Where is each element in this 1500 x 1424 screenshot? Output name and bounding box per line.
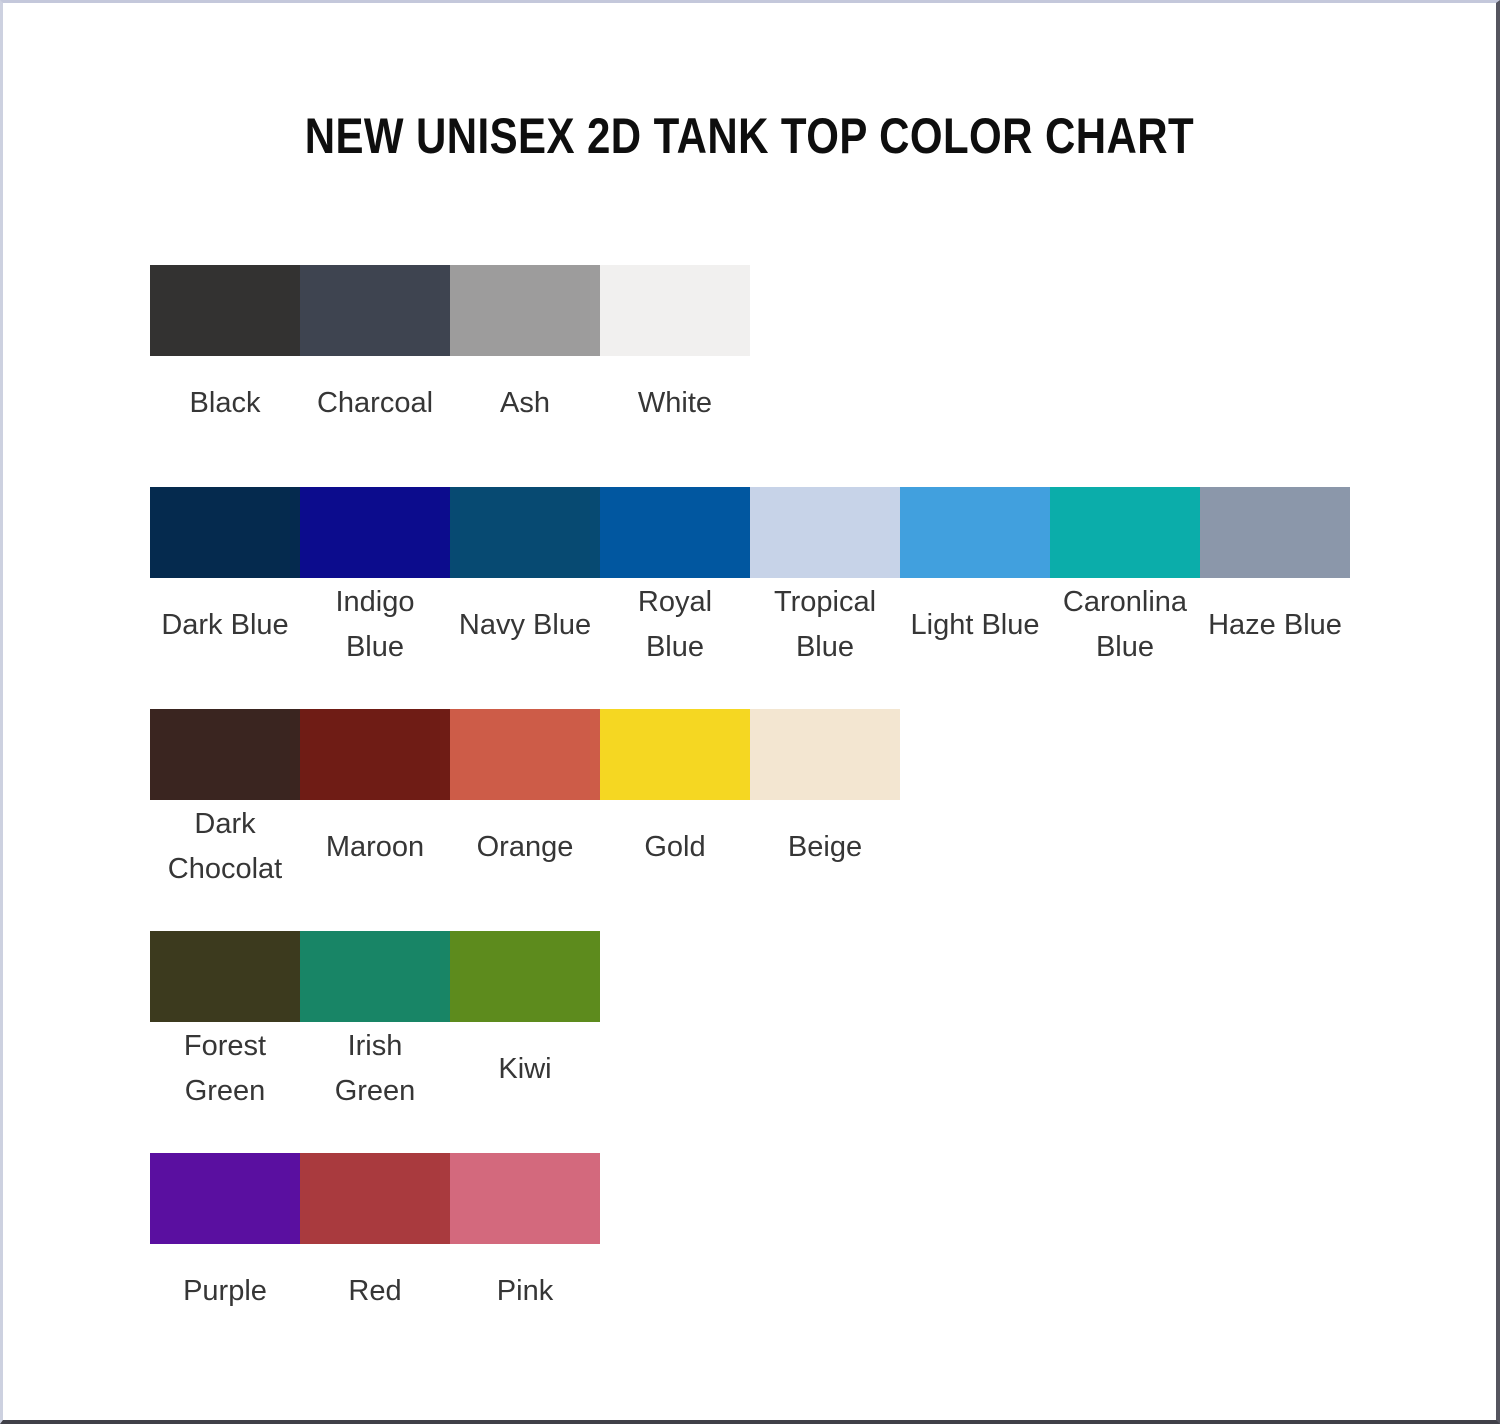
swatch-strip-greens <box>150 931 1496 1022</box>
color-label-navy-blue: Navy Blue <box>458 608 592 641</box>
color-label-dark-chocolat: Dark Chocolat <box>167 808 283 885</box>
color-label-red: Red <box>348 1274 402 1307</box>
color-swatch-royal-blue <box>600 487 750 578</box>
swatch-row-blues: Dark Blue Indigo Blue Navy Blue Royal Blue T… <box>150 487 1496 672</box>
color-label-charcoal: Charcoal <box>316 386 434 419</box>
color-label-haze-blue: Haze Blue <box>1208 608 1342 641</box>
color-label-dark-blue: Dark Blue <box>161 608 289 641</box>
color-label-black: Black <box>189 386 261 419</box>
color-swatch-gold <box>600 709 750 800</box>
color-swatch-maroon <box>300 709 450 800</box>
color-swatch-pink <box>450 1153 600 1244</box>
color-label-royal-blue: Royal Blue <box>637 586 713 663</box>
color-swatch-dark-blue <box>150 487 300 578</box>
swatch-row-neutrals: Black Charcoal Ash White <box>150 265 1496 450</box>
color-swatch-white <box>600 265 750 356</box>
color-label-pink: Pink <box>496 1274 554 1307</box>
color-swatch-orange <box>450 709 600 800</box>
color-swatch-dark-chocolat <box>150 709 300 800</box>
color-label-orange: Orange <box>476 830 574 863</box>
color-label-indigo-blue: Indigo Blue <box>335 586 415 663</box>
color-swatch-purple <box>150 1153 300 1244</box>
color-label-ash: Ash <box>500 386 550 419</box>
page-title: NEW UNISEX 2D TANK TOP COLOR CHART <box>3 3 1496 164</box>
color-label-gold: Gold <box>644 830 706 863</box>
swatch-strip-purple-red-pink <box>150 1153 1496 1244</box>
color-label-beige: Beige <box>787 830 863 863</box>
label-strip-warms: Dark Chocolat Maroon Orange Gold Beige <box>150 800 1496 894</box>
swatch-row-purple-red-pink: Purple Red Pink <box>150 1153 1496 1338</box>
color-swatch-indigo-blue <box>300 487 450 578</box>
swatch-strip-neutrals <box>150 265 1496 356</box>
color-swatch-charcoal <box>300 265 450 356</box>
swatch-row-warms: Dark Chocolat Maroon Orange Gold Beige <box>150 709 1496 894</box>
color-swatch-red <box>300 1153 450 1244</box>
swatch-strip-blues <box>150 487 1496 578</box>
color-swatch-caronlina-blue <box>1050 487 1200 578</box>
color-swatch-navy-blue <box>450 487 600 578</box>
color-label-irish-green: Irish Green <box>334 1030 416 1107</box>
swatch-rows: Black Charcoal Ash White Dark Blue Indigo Blu… <box>150 265 1496 1338</box>
color-swatch-haze-blue <box>1200 487 1350 578</box>
color-label-light-blue: Light Blue <box>910 608 1040 641</box>
color-label-caronlina-blue: Caronlina Blue <box>1062 586 1188 663</box>
color-label-kiwi: Kiwi <box>498 1052 552 1085</box>
page-title-text: NEW UNISEX 2D TANK TOP COLOR CHART <box>304 108 1195 164</box>
swatch-strip-warms <box>150 709 1496 800</box>
color-swatch-kiwi <box>450 931 600 1022</box>
label-strip-greens: Forest Green Irish Green Kiwi <box>150 1022 1496 1116</box>
color-label-tropical-blue: Tropical Blue <box>773 586 877 663</box>
color-swatch-black <box>150 265 300 356</box>
color-label-white: White <box>637 386 713 419</box>
color-label-purple: Purple <box>183 1274 267 1307</box>
label-strip-blues: Dark Blue Indigo Blue Navy Blue Royal Blue T… <box>150 578 1496 672</box>
color-swatch-irish-green <box>300 931 450 1022</box>
label-strip-neutrals: Black Charcoal Ash White <box>150 356 1496 450</box>
label-strip-purple-red-pink: Purple Red Pink <box>150 1244 1496 1338</box>
color-swatch-tropical-blue <box>750 487 900 578</box>
swatch-row-greens: Forest Green Irish Green Kiwi <box>150 931 1496 1116</box>
color-swatch-forest-green <box>150 931 300 1022</box>
color-swatch-beige <box>750 709 900 800</box>
color-swatch-ash <box>450 265 600 356</box>
color-label-forest-green: Forest Green <box>183 1030 267 1107</box>
color-swatch-light-blue <box>900 487 1050 578</box>
color-label-maroon: Maroon <box>325 830 425 863</box>
